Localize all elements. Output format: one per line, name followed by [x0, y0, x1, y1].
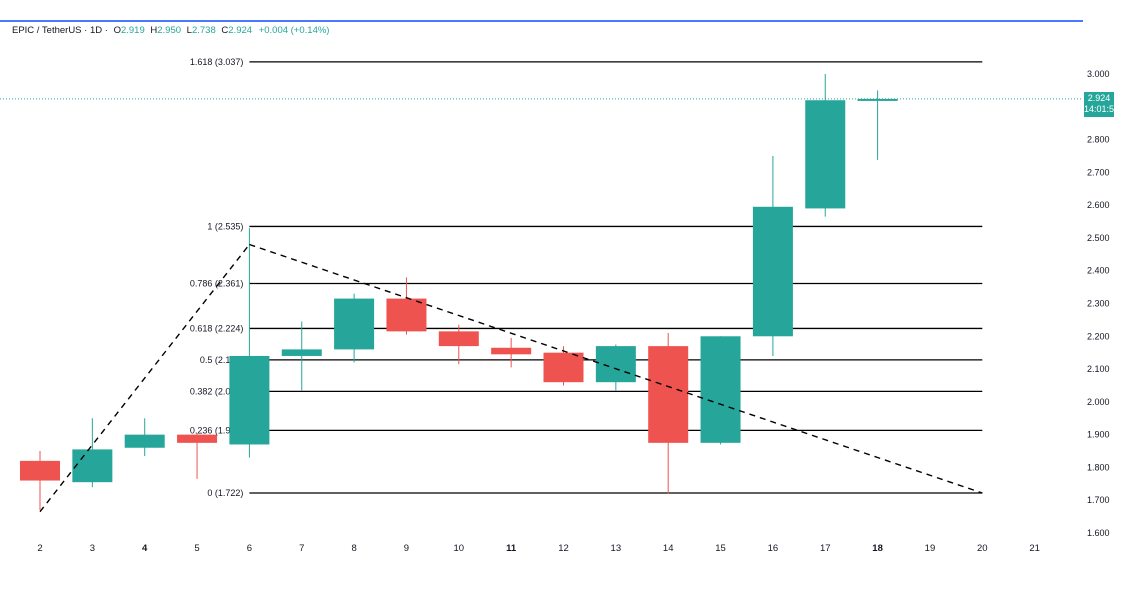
low-value: 2.738 — [191, 25, 216, 36]
low-label: L — [186, 25, 192, 36]
fib-level-label: 0.618 (2.224) — [190, 323, 244, 333]
close-value: 2.924 — [228, 25, 253, 36]
x-axis-tick: 8 — [351, 543, 356, 554]
candle-body — [386, 298, 427, 332]
candle — [386, 277, 427, 335]
candle — [72, 418, 113, 488]
x-axis-tick: 17 — [820, 543, 831, 554]
y-axis-tick: 2.200 — [1087, 331, 1110, 341]
candle — [648, 333, 689, 494]
symbol-info-bar: EPIC / TetherUS · 1D · O2.919 H2.950 L2.… — [12, 24, 329, 38]
y-axis-tick: 2.100 — [1087, 364, 1110, 374]
candle-body — [700, 336, 741, 443]
last-price-tag: 2.924 14:01:55 — [1084, 92, 1120, 117]
trend-line — [249, 243, 983, 494]
candle-body — [281, 349, 322, 356]
candle — [700, 336, 741, 445]
candle — [752, 155, 793, 356]
candle-body — [805, 100, 846, 209]
candle-body — [334, 298, 375, 350]
candle — [491, 337, 532, 368]
candle — [20, 451, 60, 511]
fib-level-label: 0 (1.722) — [207, 488, 243, 498]
candle — [229, 228, 270, 458]
x-axis-tick: 13 — [611, 543, 622, 554]
x-axis-tick: 6 — [247, 543, 252, 554]
fib-level-label: 0.786 (2.361) — [190, 279, 244, 289]
candle-body — [857, 98, 898, 101]
candle — [281, 321, 322, 391]
y-axis-tick: 1.600 — [1087, 528, 1110, 538]
x-axis-tick: 3 — [90, 543, 95, 554]
y-axis-tick: 2.500 — [1087, 233, 1110, 243]
candle-body — [177, 434, 218, 443]
candle — [438, 324, 479, 365]
fib-level-label: 1 (2.535) — [207, 221, 243, 231]
candle-body — [229, 355, 270, 445]
high-value: 2.950 — [157, 25, 182, 36]
candle — [543, 346, 584, 386]
open-value: 2.919 — [120, 25, 145, 36]
y-axis-tick: 2.600 — [1087, 200, 1110, 210]
x-axis-tick: 20 — [977, 543, 988, 554]
open-label: O — [113, 25, 121, 36]
candle-body — [543, 352, 584, 383]
x-axis-tick: 16 — [768, 543, 779, 554]
x-axis-tick: 21 — [1029, 543, 1040, 554]
x-axis-tick: 12 — [558, 543, 569, 554]
y-axis-tick: 2.800 — [1087, 135, 1110, 145]
y-axis-tick: 1.900 — [1087, 430, 1110, 440]
last-price-value: 2.924 — [1087, 93, 1111, 103]
y-axis-tick: 1.700 — [1087, 495, 1110, 505]
fib-level-label: 0.382 (2.032) — [190, 386, 244, 396]
top-border-line — [0, 20, 1083, 22]
y-axis-tick: 2.700 — [1087, 167, 1110, 177]
x-axis-tick: 15 — [715, 543, 726, 554]
candle-body — [491, 347, 532, 355]
candle-body — [20, 460, 60, 481]
x-axis-tick: 11 — [506, 543, 517, 554]
y-axis-tick: 2.300 — [1087, 299, 1110, 309]
candle-body — [124, 434, 165, 448]
candle-body — [72, 449, 113, 483]
x-axis-tick: 4 — [142, 543, 148, 554]
candle-body — [438, 331, 479, 347]
symbol-name[interactable]: EPIC / TetherUS · 1D · — [12, 25, 108, 36]
candle-countdown: 14:01:55 — [1084, 104, 1120, 114]
y-axis-tick: 3.000 — [1087, 69, 1110, 79]
candle — [595, 344, 636, 391]
fib-level-label: 0.236 (1.913) — [190, 425, 244, 435]
x-axis-tick: 7 — [299, 543, 304, 554]
x-axis-tick: 9 — [404, 543, 409, 554]
change-value: +0.004 (+0.14%) — [258, 25, 330, 36]
y-axis-tick: 2.400 — [1087, 266, 1110, 276]
x-axis-tick: 19 — [925, 543, 936, 554]
trend-line — [39, 244, 250, 513]
fib-level-label: 1.618 (3.037) — [190, 57, 244, 67]
x-axis-tick: 18 — [872, 543, 883, 554]
x-axis-tick: 2 — [37, 543, 42, 554]
x-axis-tick: 5 — [194, 543, 199, 554]
candle — [334, 293, 375, 363]
candle — [857, 90, 898, 160]
candle — [124, 418, 165, 456]
close-label: C — [221, 25, 229, 36]
candle-body — [595, 346, 636, 383]
y-axis-tick: 2.000 — [1087, 397, 1110, 407]
candle — [177, 433, 218, 479]
x-axis-tick: 10 — [454, 543, 465, 554]
candle-body — [648, 346, 689, 443]
candle-body — [752, 206, 793, 337]
high-label: H — [150, 25, 158, 36]
fib-level-label: 0.5 (2.128) — [200, 355, 244, 365]
y-axis-tick: 1.800 — [1087, 462, 1110, 472]
x-axis-tick: 14 — [663, 543, 674, 554]
candle — [805, 74, 846, 217]
